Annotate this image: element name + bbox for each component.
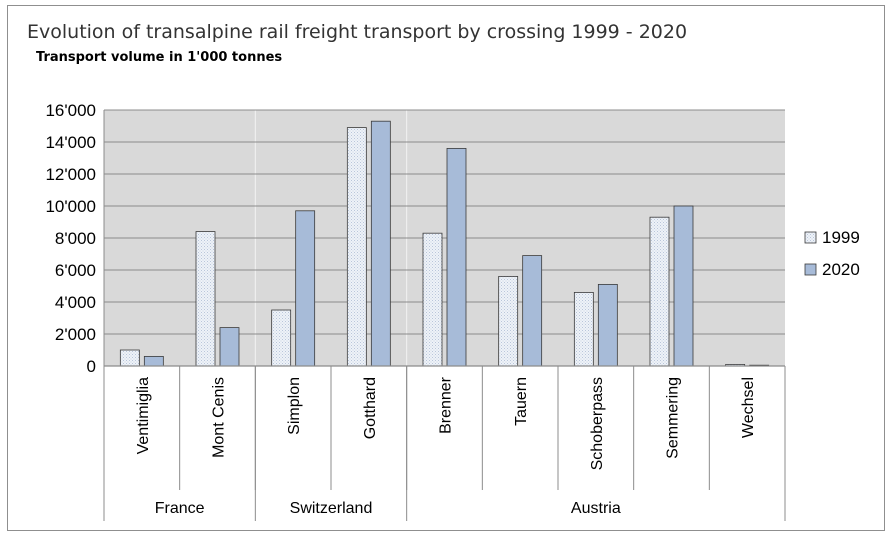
x-tick-label: Schoberpass — [589, 377, 606, 470]
y-tick-label: 10'000 — [45, 197, 96, 216]
y-tick-label: 12'000 — [45, 165, 96, 184]
x-tick-label: Mont Cenis — [211, 377, 228, 458]
y-tick-label: 14'000 — [45, 133, 96, 152]
bar-2020-ventimiglia — [143, 355, 164, 367]
plot-area — [104, 109, 785, 366]
y-tick-label: 16'000 — [45, 101, 96, 120]
bar-1999-gotthard — [346, 127, 367, 367]
bar-2020-schoberpass — [597, 283, 618, 367]
chart-title: Evolution of transalpine rail freight tr… — [27, 21, 688, 43]
bar-1999-semmering — [649, 216, 670, 367]
group-label: Switzerland — [290, 500, 373, 517]
x-tick-label: Simplon — [286, 377, 303, 435]
y-tick-label: 6'000 — [55, 261, 96, 280]
bar-2020-simplon — [295, 210, 316, 367]
bar-1999-schoberpass — [573, 291, 594, 367]
y-tick-label: 0 — [87, 357, 96, 376]
bar-1999-ventimiglia — [119, 349, 140, 367]
x-tick-label: Semmering — [665, 377, 682, 459]
bar-1999-brenner — [422, 232, 443, 367]
x-tick-label: Tauern — [513, 377, 530, 426]
y-tick-label: 8'000 — [55, 229, 96, 248]
legend: 1999 2020 — [804, 228, 860, 279]
bar-2020-gotthard — [370, 120, 391, 367]
bar-1999-mont-cenis — [195, 231, 216, 367]
chart-subtitle: Transport volume in 1'000 tonnes — [36, 50, 283, 65]
bar-2020-semmering — [673, 205, 694, 367]
bars-layer — [119, 120, 770, 367]
y-tick-label: 4'000 — [55, 293, 96, 312]
y-tick-label: 2'000 — [55, 325, 96, 344]
x-tick-label: Gotthard — [362, 377, 379, 439]
legend-swatch-1999 — [804, 231, 817, 244]
legend-swatch-2020 — [804, 263, 817, 276]
bar-1999-simplon — [271, 309, 292, 367]
x-tick-label: Brenner — [438, 376, 455, 434]
legend-label-2020: 2020 — [822, 260, 860, 279]
bar-1999-tauern — [498, 275, 519, 367]
bar-2020-mont-cenis — [219, 327, 240, 367]
legend-label-1999: 1999 — [822, 228, 860, 247]
x-tick-label: Ventimiglia — [135, 377, 152, 454]
bar-2020-brenner — [446, 147, 467, 367]
x-tick-label: Wechsel — [740, 377, 757, 438]
bar-2020-tauern — [522, 255, 543, 367]
group-label: Austria — [571, 500, 621, 517]
axis-layer: 0 2'000 4'000 6'000 8'000 10'000 12'000 14'000 1… — [45, 101, 786, 521]
group-label: France — [155, 500, 205, 517]
